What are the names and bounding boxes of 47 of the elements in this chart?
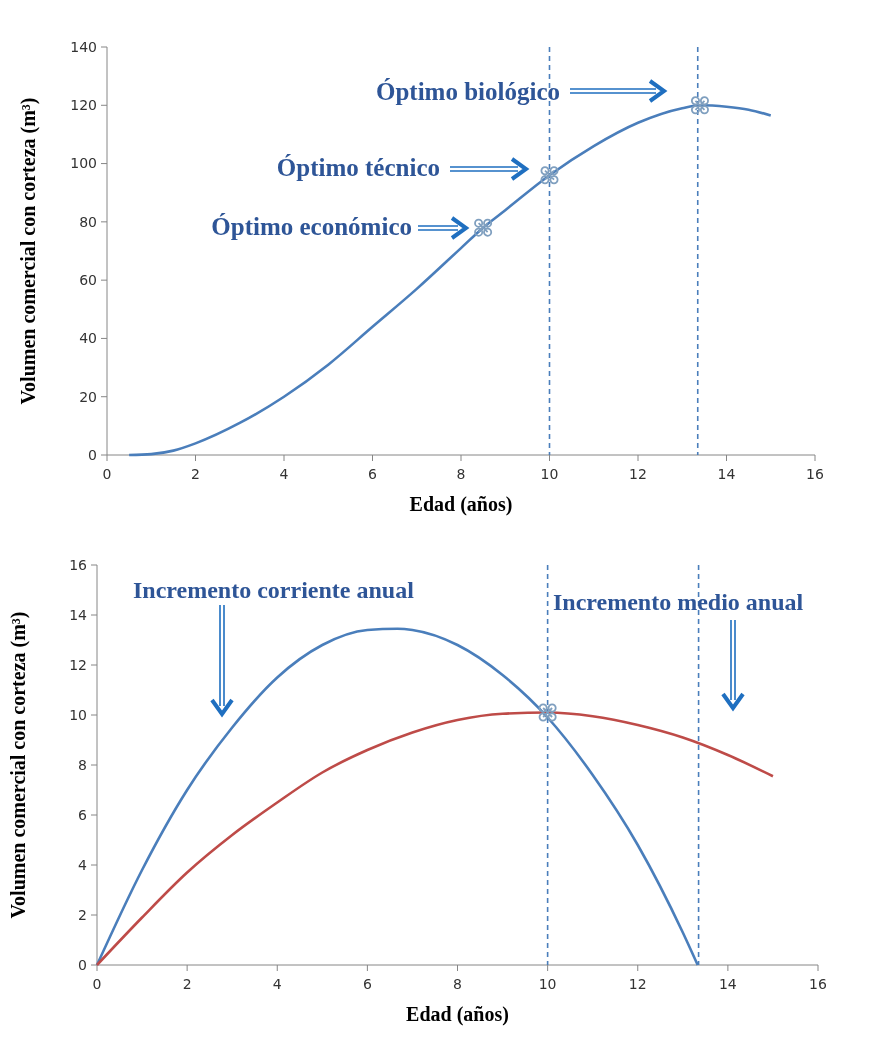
- y-tick-label: 100: [70, 155, 97, 172]
- x-axis-title: Edad (años): [409, 493, 513, 516]
- x-tick-label: 8: [453, 976, 462, 992]
- annotation: Óptimo técnico: [276, 153, 440, 181]
- y-tick-label: 40: [79, 330, 97, 347]
- y-tick-label: 20: [79, 388, 97, 405]
- point: [474, 218, 493, 237]
- x-tick-label: 12: [628, 976, 647, 992]
- annotation: Óptimo económico: [211, 212, 412, 240]
- y-axis-title: Volumen comercial con corteza (m³): [17, 97, 40, 405]
- x-tick-label: 4: [272, 976, 282, 992]
- x-tick-label: 0: [102, 466, 112, 482]
- y-tick-label: 16: [69, 556, 88, 573]
- y-tick-label: 80: [79, 213, 97, 230]
- annotation: Incremento corriente anual: [133, 577, 415, 604]
- x-tick-label: 16: [806, 466, 824, 482]
- y-tick-label: 10: [69, 706, 87, 723]
- x-tick-label: 12: [629, 466, 647, 482]
- x-tick-label: 16: [809, 976, 827, 992]
- y-tick-label: 0: [78, 956, 87, 973]
- x-tick-label: 2: [182, 976, 192, 992]
- line-series: [95, 711, 775, 967]
- y-tick-label: 0: [88, 446, 97, 463]
- y-tick-label: 14: [69, 606, 88, 623]
- x-tick-label: 14: [717, 466, 736, 482]
- x-tick-label: 8: [456, 466, 466, 482]
- x-tick-label: 6: [368, 466, 378, 482]
- annotation: Óptimo biológico: [375, 77, 560, 105]
- y-tick-label: 4: [78, 856, 88, 873]
- y-tick-label: 12: [69, 656, 87, 673]
- point: [690, 96, 709, 115]
- x-tick-label: 4: [279, 466, 289, 482]
- x-tick-label: 10: [538, 976, 557, 992]
- x-axis-title: Edad (años): [406, 1003, 509, 1026]
- y-tick-label: 60: [79, 272, 97, 289]
- x-tick-label: 14: [718, 976, 737, 992]
- y-tick-label: 6: [78, 806, 88, 823]
- y-tick-label: 8: [78, 756, 87, 773]
- annotation: Incremento medio anual: [553, 589, 804, 616]
- x-tick-label: 6: [362, 976, 372, 992]
- x-tick-label: 2: [191, 466, 200, 482]
- x-tick-label: 10: [540, 466, 559, 482]
- y-tick-label: 120: [70, 97, 97, 114]
- y-tick-label: 140: [70, 38, 97, 55]
- y-tick-label: 2: [78, 906, 87, 923]
- point: [540, 166, 559, 185]
- y-axis-title: Volumen comercial con corteza (m³): [7, 611, 30, 919]
